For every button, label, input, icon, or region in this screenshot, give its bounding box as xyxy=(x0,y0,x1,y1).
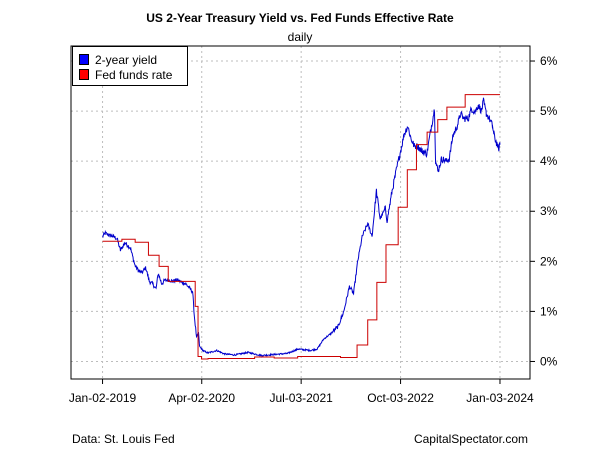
legend-label-fedfunds: Fed funds rate xyxy=(95,68,173,82)
series-line-fed-funds-rate xyxy=(102,94,500,360)
y-tick-label: 3% xyxy=(540,204,558,218)
legend-item-fedfunds: Fed funds rate xyxy=(79,68,172,82)
x-tick-label: Apr-02-2020 xyxy=(168,391,235,405)
source-note: Data: St. Louis Fed xyxy=(72,432,175,446)
x-tick-label: Jan-03-2024 xyxy=(466,391,534,405)
legend: 2-year yield Fed funds rate xyxy=(72,46,188,86)
y-tick-label: 6% xyxy=(540,54,558,68)
y-tick-label: 5% xyxy=(540,104,558,118)
chart-subtitle: daily xyxy=(287,30,313,44)
y-tick-label: 1% xyxy=(540,304,558,318)
x-tick-label: Oct-03-2022 xyxy=(367,391,434,405)
x-axis: Jan-02-2019 Apr-02-2020 Jul-03-2021 Oct-03-… xyxy=(69,379,534,405)
grid-lines xyxy=(71,46,530,379)
legend-swatch-blue xyxy=(79,54,89,65)
series-layer xyxy=(102,94,501,360)
legend-swatch-red xyxy=(79,69,89,80)
x-tick-label: Jan-02-2019 xyxy=(69,391,137,405)
plot-frame xyxy=(70,45,531,380)
y-axis: 0% 1% 2% 3% 4% 5% 6% xyxy=(530,54,558,368)
legend-label-yield: 2-year yield xyxy=(95,53,158,67)
chart-title: US 2-Year Treasury Yield vs. Fed Funds E… xyxy=(146,11,454,25)
y-tick-label: 2% xyxy=(540,254,558,268)
y-tick-label: 0% xyxy=(540,354,558,368)
legend-item-yield: 2-year yield xyxy=(79,53,157,67)
x-tick-label: Jul-03-2021 xyxy=(269,391,333,405)
y-tick-label: 4% xyxy=(540,154,558,168)
publisher-note: CapitalSpectator.com xyxy=(413,432,528,446)
